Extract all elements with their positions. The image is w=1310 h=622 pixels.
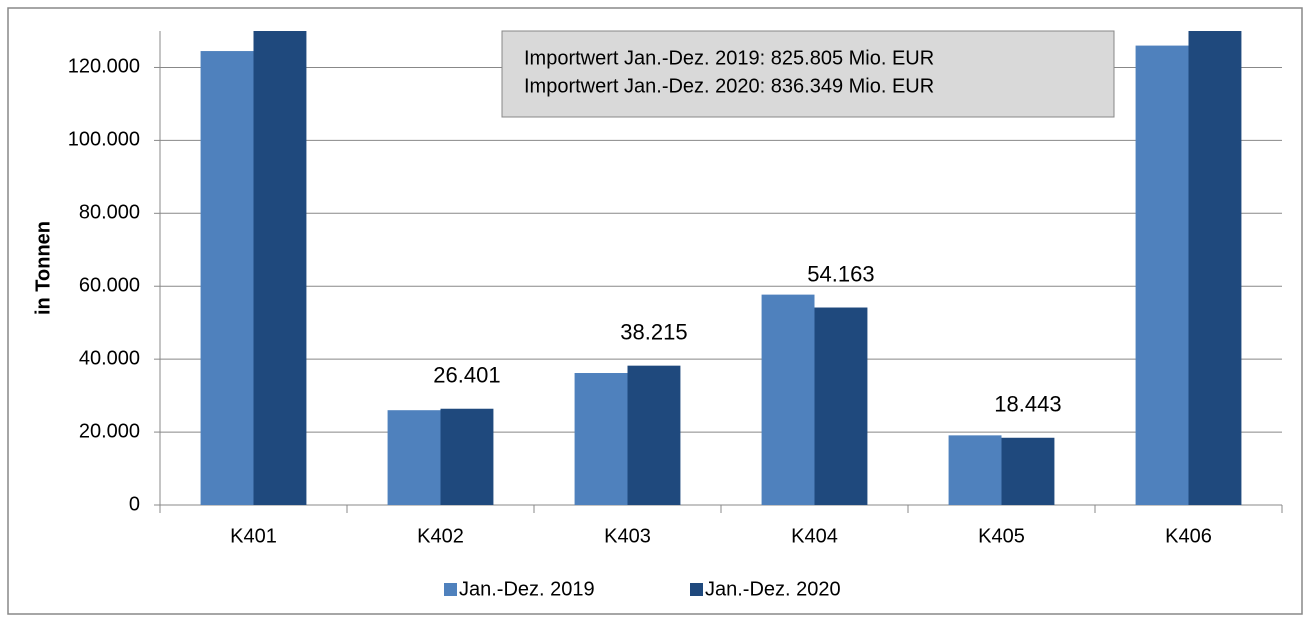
data-label: 26.401 (433, 363, 500, 388)
bar (1188, 31, 1242, 505)
y-tick-label: 120.000 (68, 56, 140, 78)
legend-label: Jan.-Dez. 2019 (459, 578, 595, 600)
x-tick-label: K404 (791, 525, 838, 547)
data-label: 54.163 (807, 261, 874, 286)
bar (440, 408, 494, 505)
legend-label: Jan.-Dez. 2020 (705, 578, 841, 600)
y-tick-label: 60.000 (79, 275, 140, 297)
y-tick-label: 40.000 (79, 347, 140, 369)
annotation: Importwert Jan.-Dez. 2019: 825.805 Mio. … (524, 47, 934, 69)
y-tick-label: 80.000 (79, 202, 140, 224)
x-tick-label: K401 (230, 525, 277, 547)
y-tick-label: 100.000 (68, 129, 140, 151)
bar (761, 294, 815, 505)
bar (200, 51, 254, 505)
legend-swatch (690, 583, 703, 596)
bar (253, 31, 307, 505)
y-axis-label: in Tonnen (32, 221, 54, 315)
bar (627, 365, 681, 505)
x-tick-label: K402 (417, 525, 464, 547)
bar (814, 307, 868, 505)
bar (574, 373, 628, 505)
bars (200, 31, 1242, 505)
data-label: 18.443 (994, 392, 1061, 417)
bar (1135, 45, 1189, 505)
bar (1001, 437, 1055, 505)
x-tick-label: K405 (978, 525, 1025, 547)
y-tick-label: 0 (129, 493, 140, 515)
annotation: Importwert Jan.-Dez. 2020: 836.349 Mio. … (524, 75, 934, 97)
bar (948, 435, 1002, 505)
x-tick-label: K403 (604, 525, 651, 547)
annotation-box (501, 30, 1115, 118)
legend-swatch (444, 583, 457, 596)
data-label: 38.215 (620, 319, 687, 344)
bar (387, 410, 441, 505)
x-tick-label: K406 (1165, 525, 1212, 547)
y-tick-label: 20.000 (79, 420, 140, 442)
